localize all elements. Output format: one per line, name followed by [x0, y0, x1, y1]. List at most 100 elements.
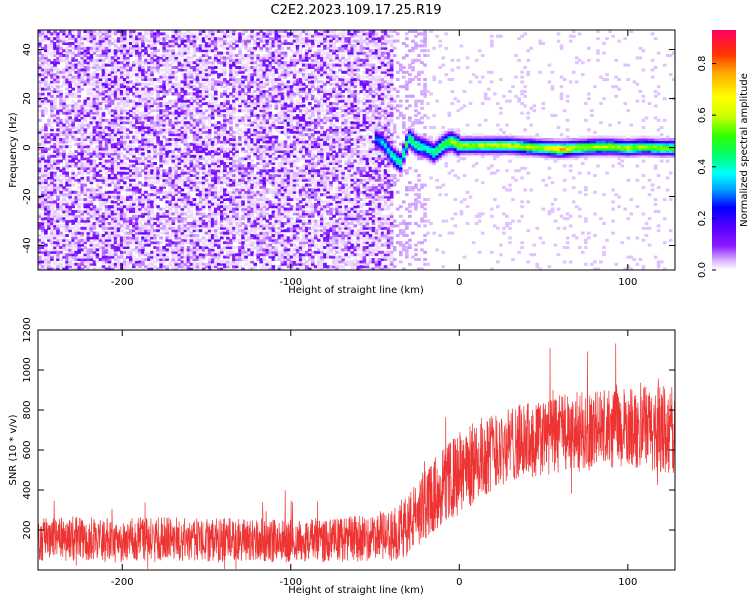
heatmap-cell: [129, 37, 133, 41]
heatmap-cell: [207, 130, 212, 134]
heatmap-cell: [153, 154, 157, 158]
heatmap-cell: [110, 214, 115, 218]
heatmap-cell: [247, 238, 251, 242]
heatmap-cell: [223, 140, 227, 144]
heatmap-cell: [183, 104, 188, 108]
heatmap-cell: [101, 169, 106, 173]
heatmap-cell: [156, 246, 160, 249]
heatmap-cell: [53, 102, 57, 105]
heatmap-cell: [226, 243, 230, 247]
heatmap-cell: [119, 236, 124, 240]
heatmap-cell: [101, 111, 106, 115]
heatmap-cell: [80, 243, 85, 247]
heatmap-cell: [229, 178, 233, 182]
heatmap-cell: [159, 207, 163, 211]
heatmap-cell: [171, 142, 176, 146]
heatmap-cell: [171, 190, 176, 194]
heatmap-cell: [229, 171, 233, 175]
heatmap-cell: [244, 157, 248, 161]
heatmap-cell: [138, 102, 142, 105]
heatmap-cell: [116, 224, 121, 228]
heatmap-cell: [207, 193, 212, 197]
heatmap-cell: [195, 58, 200, 62]
heatmap-cell: [156, 61, 160, 65]
heatmap-cell: [71, 250, 75, 254]
heatmap-cell: [183, 267, 188, 270]
heatmap-cell: [201, 253, 206, 257]
heatmap-cell: [180, 73, 185, 77]
heatmap-cell: [83, 183, 88, 187]
heatmap-cell: [168, 176, 173, 180]
heatmap-cell: [86, 66, 91, 69]
heatmap-cell: [207, 138, 212, 141]
heatmap-cell: [141, 114, 145, 117]
heatmap-cell: [141, 258, 145, 261]
heatmap-cell: [113, 188, 118, 192]
heatmap-cell: [65, 222, 69, 225]
heatmap-cell: [150, 145, 154, 149]
heatmap-cell: [198, 109, 203, 113]
heatmap-cell: [116, 147, 121, 151]
heatmap-cell: [41, 34, 45, 38]
heatmap-cell: [77, 39, 82, 43]
heatmap-cell: [119, 200, 124, 204]
heatmap-cell: [232, 68, 236, 72]
heatmap-cell: [62, 152, 66, 156]
heatmap-cell: [119, 174, 124, 177]
heatmap-cell: [116, 238, 121, 242]
heatmap-cell: [174, 186, 179, 189]
heatmap-cell: [135, 150, 139, 153]
heatmap-cell: [68, 49, 72, 53]
heatmap-cell: [50, 174, 54, 177]
heatmap-cell: [235, 78, 239, 81]
heatmap-cell: [207, 68, 212, 72]
heatmap-cell: [113, 104, 118, 108]
heatmap-cell: [229, 150, 233, 153]
heatmap-cell: [171, 195, 176, 199]
heatmap-cell: [41, 241, 45, 245]
heatmap-cell: [250, 102, 254, 105]
heatmap-cell: [135, 39, 139, 43]
heatmap-cell: [174, 123, 179, 127]
heatmap-cell: [56, 205, 60, 209]
heatmap-cell: [177, 190, 182, 194]
heatmap-cell: [89, 34, 94, 38]
heatmap-cell: [189, 174, 194, 177]
heatmap-cell: [192, 198, 197, 201]
heatmap-cell: [144, 126, 148, 129]
heatmap-cell: [168, 190, 173, 194]
heatmap-cell: [177, 128, 182, 132]
heatmap-cell: [65, 162, 69, 165]
heatmap-cell: [77, 66, 82, 69]
heatmap-cell: [113, 121, 118, 125]
heatmap-cell: [189, 126, 194, 129]
heatmap-cell: [238, 174, 242, 177]
heatmap-cell: [41, 253, 45, 257]
heatmap-cell: [238, 238, 242, 242]
heatmap-cell: [59, 186, 63, 189]
heatmap-cell: [83, 162, 88, 165]
heatmap-cell: [77, 75, 82, 79]
heatmap-cell: [232, 267, 236, 270]
heatmap-cell: [186, 70, 191, 74]
heatmap-cell: [38, 258, 42, 261]
heatmap-cell: [132, 145, 136, 149]
heatmap-cell: [213, 80, 218, 84]
heatmap-cell: [98, 188, 103, 192]
heatmap-cell: [47, 238, 51, 242]
heatmap-cell: [159, 87, 163, 91]
heatmap-cell: [104, 214, 109, 218]
heatmap-cell: [153, 32, 157, 36]
heatmap-cell: [98, 102, 103, 105]
heatmap-cell: [113, 145, 118, 149]
heatmap-cell: [92, 118, 97, 122]
heatmap-cell: [113, 169, 118, 173]
heatmap-cell: [98, 106, 103, 110]
heatmap-cell: [207, 267, 212, 270]
heatmap-cell: [183, 114, 188, 117]
heatmap-cell: [89, 49, 94, 53]
heatmap-cell: [244, 133, 248, 137]
heatmap-cell: [232, 70, 236, 74]
heatmap-cell: [159, 236, 163, 240]
heatmap-cell: [250, 54, 254, 57]
